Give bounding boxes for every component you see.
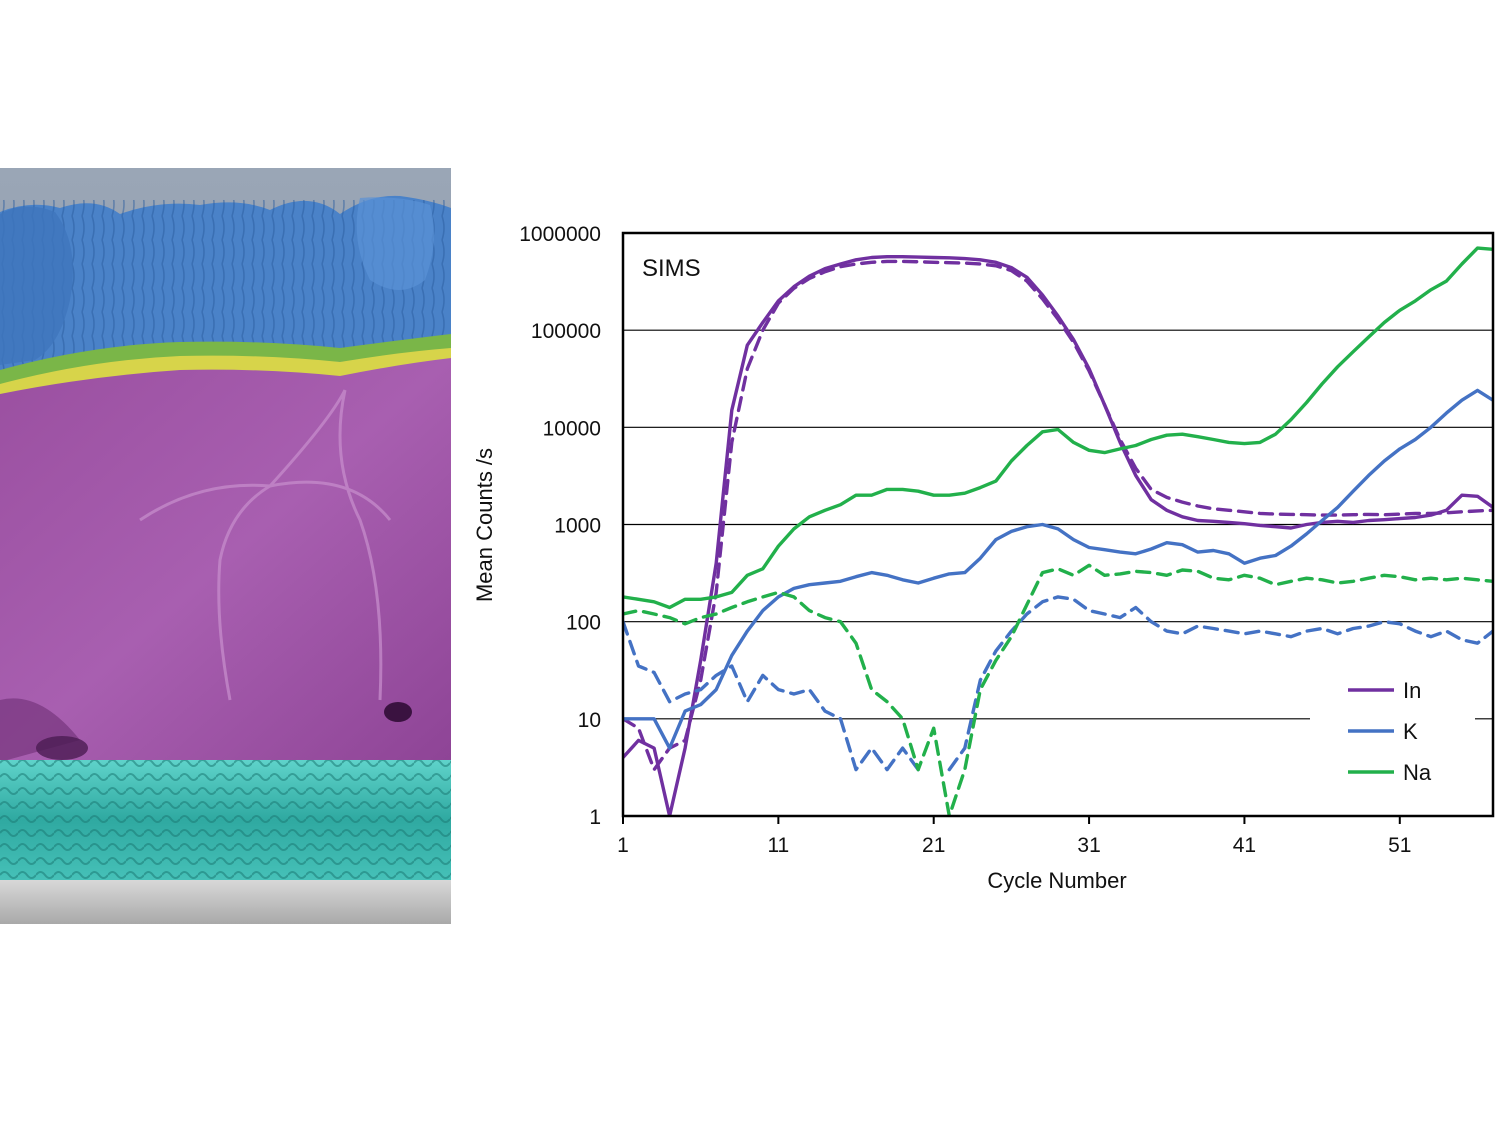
micrograph-void [0,698,80,762]
series-line-in-dashed [623,259,1493,772]
series-line-k-dashed [623,595,1493,772]
series-line-na-solid [623,246,1493,610]
legend-label-k: K [1403,719,1418,744]
micrograph-grain [356,197,434,290]
micrograph-grain [0,206,73,365]
legend: In K Na [1348,678,1432,785]
y-axis-ticks: 1 10 100 1000 10000 100000 1000000 [519,223,601,829]
legend-label-in: In [1403,678,1421,703]
plot-frame [621,231,1495,818]
y-tick-label: 1000000 [519,223,601,246]
micrograph-absorber-layer [0,358,451,762]
y-tick-label: 1000 [554,515,601,538]
sem-cross-section-image [0,168,451,924]
x-axis-ticks: 1 11 21 31 41 51 [617,816,1411,857]
micrograph-interface-green [0,334,451,386]
legend-background [1310,672,1475,800]
micrograph-substrate [0,880,451,924]
y-tick-label: 10000 [543,417,601,440]
gridlines [623,329,1493,720]
x-tick-label: 21 [922,834,945,857]
micrograph-void [384,702,412,722]
y-tick-label: 10 [578,709,601,732]
series-line-na-dashed [623,563,1493,816]
chart-title: SIMS [642,255,701,282]
x-tick-label: 51 [1388,834,1411,857]
series-layer [623,246,1493,816]
y-tick-label: 1 [589,806,601,829]
x-tick-label: 11 [767,834,789,857]
micrograph-bottom-texture [0,760,451,880]
y-tick-label: 100 [566,612,601,635]
x-tick-label: 31 [1077,834,1100,857]
y-axis-label: Mean Counts /s [472,448,497,602]
x-tick-label: 41 [1233,834,1256,857]
series-line-k-solid [623,388,1493,750]
y-tick-label: 100000 [531,320,601,343]
x-tick-label: 1 [617,834,629,857]
micrograph-void [36,736,88,760]
x-axis-label: Cycle Number [987,868,1126,893]
micrograph-grain-boundaries [139,389,392,701]
legend-label-na: Na [1403,760,1432,785]
series-line-in-solid [623,255,1493,816]
